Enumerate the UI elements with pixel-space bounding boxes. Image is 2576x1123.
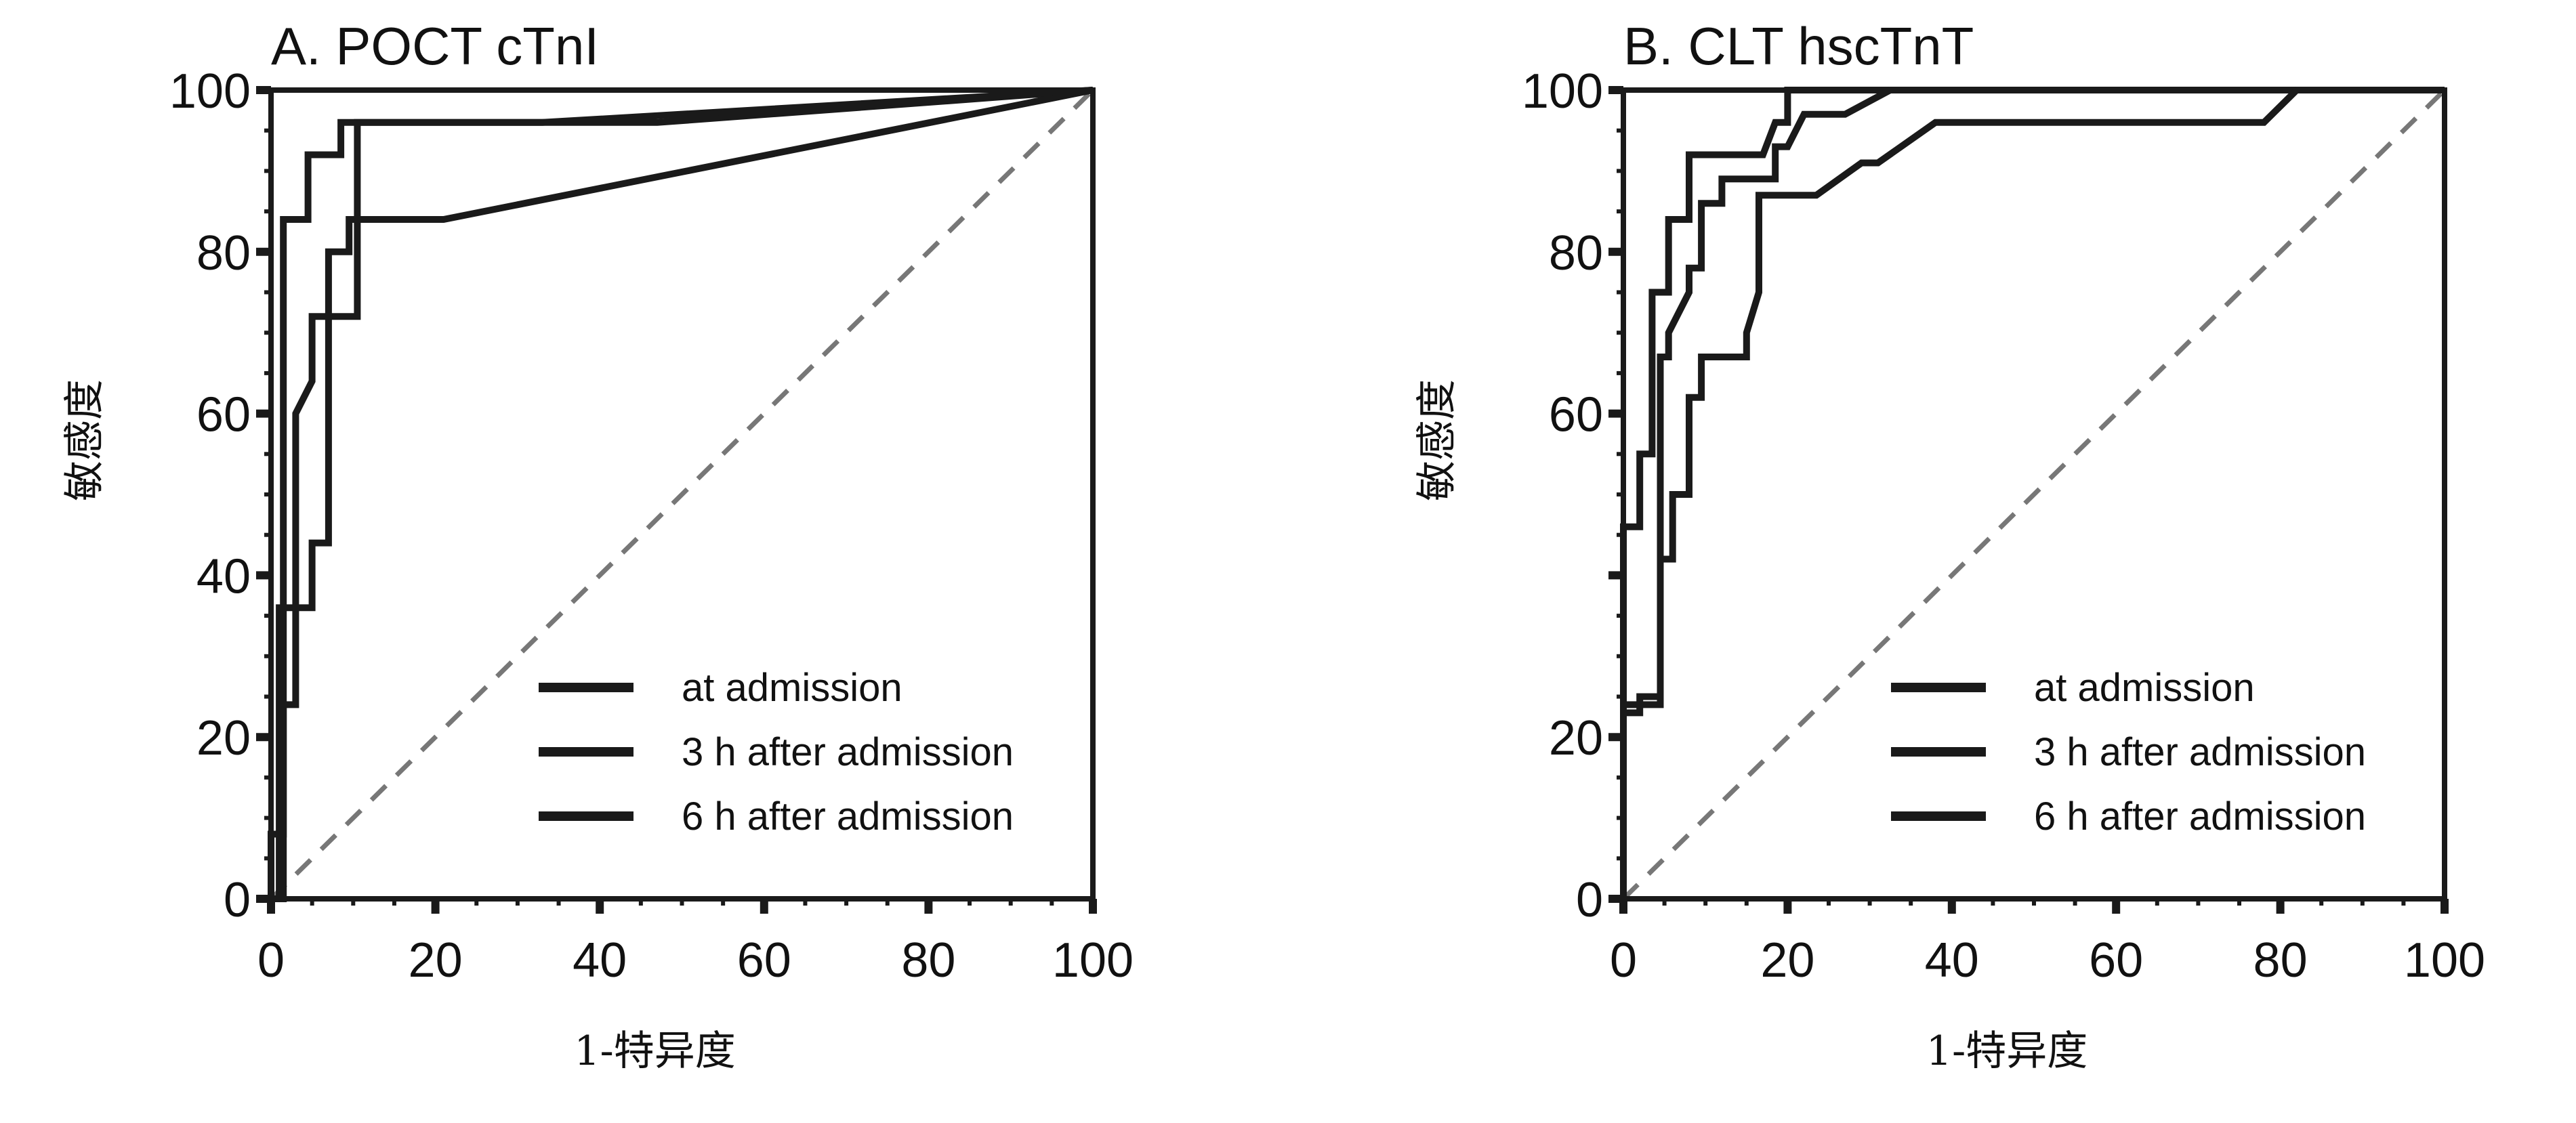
series-line-2 — [1620, 87, 2445, 899]
y-axis-label: 敏感度 — [1413, 379, 1461, 501]
y-tick-label: 20 — [196, 711, 251, 765]
series-line-1 — [1620, 87, 2445, 899]
reference-line — [1621, 88, 2447, 901]
legend-label: at admission — [682, 666, 902, 710]
x-tick-label: 0 — [1610, 933, 1637, 988]
legend-label: 3 h after admission — [682, 730, 1014, 774]
series-line-2 — [268, 87, 1094, 899]
legend-label: 3 h after admission — [2034, 730, 2366, 774]
y-tick-label: 0 — [224, 873, 251, 927]
series-line-3 — [1620, 87, 2445, 899]
y-tick-label: 100 — [1522, 64, 1603, 119]
x-tick-label: 60 — [2089, 933, 2143, 988]
y-tick-label: 80 — [1549, 226, 1603, 280]
chart-title: B. CLT hscTnT — [1623, 16, 1974, 76]
chart-title: A. POCT cTnI — [271, 16, 599, 76]
x-tick-label: 60 — [737, 933, 791, 988]
x-tick-label: 20 — [1760, 933, 1814, 988]
x-tick-label: 20 — [409, 933, 463, 988]
x-tick-label: 100 — [2404, 933, 2485, 988]
legend-label: 6 h after admission — [682, 794, 1014, 839]
x-tick-label: 0 — [257, 933, 285, 988]
y-tick-label: 0 — [1576, 873, 1603, 927]
x-tick-label: 40 — [573, 933, 627, 988]
legend-label: at admission — [2034, 666, 2255, 710]
legend-label: 6 h after admission — [2034, 794, 2366, 839]
reference-line — [269, 88, 1095, 901]
chart-panel-a: A. POCT cTnI 0 20 40 60 80 100 0 20 40 60 80 100 1-特异… — [61, 16, 1134, 1075]
x-tick-label: 40 — [1925, 933, 1979, 988]
x-tick-label: 80 — [2253, 933, 2308, 988]
y-tick-label: 60 — [1549, 388, 1603, 442]
y-tick-label: 80 — [196, 226, 251, 280]
series-line-3 — [271, 87, 1094, 902]
y-tick-label: 60 — [196, 388, 251, 442]
y-tick-label: 100 — [169, 64, 251, 119]
x-tick-label: 80 — [901, 933, 955, 988]
y-tick-label: 20 — [1549, 711, 1603, 765]
y-tick-label: 40 — [196, 549, 251, 603]
x-axis-label: 1-特异度 — [1926, 1027, 2087, 1075]
y-axis-label: 敏感度 — [61, 379, 108, 501]
x-tick-label: 100 — [1052, 933, 1134, 988]
chart-panel-b: B. CLT hscTnT 0 20 40 60 80 100 0 20 60 80 100 1-特异度… — [1413, 16, 2485, 1075]
x-axis-label: 1-特异度 — [574, 1027, 735, 1075]
